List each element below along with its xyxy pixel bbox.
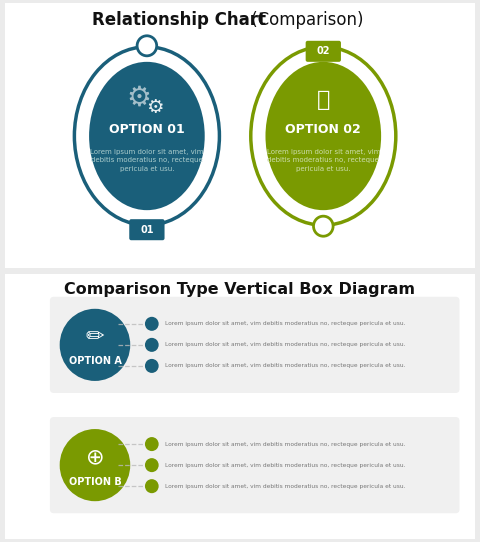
Text: 📄: 📄: [317, 90, 330, 110]
Text: Relationship Chart: Relationship Chart: [92, 11, 266, 29]
Circle shape: [145, 437, 159, 451]
Text: OPTION B: OPTION B: [69, 477, 121, 487]
Text: Lorem ipsum dolor sit amet, vim
debitis moderatius no, recteque
pericula et usu.: Lorem ipsum dolor sit amet, vim debitis …: [90, 149, 204, 172]
Circle shape: [145, 458, 159, 472]
Text: Lorem ipsum dolor sit amet, vim debitis moderatius no, recteque pericula et usu.: Lorem ipsum dolor sit amet, vim debitis …: [165, 343, 405, 347]
Ellipse shape: [265, 62, 381, 210]
Circle shape: [60, 429, 130, 501]
FancyBboxPatch shape: [306, 41, 341, 62]
Circle shape: [145, 317, 159, 331]
FancyBboxPatch shape: [3, 1, 477, 270]
Text: Lorem ipsum dolor sit amet, vim debitis moderatius no, recteque pericula et usu.: Lorem ipsum dolor sit amet, vim debitis …: [165, 442, 405, 447]
Text: ⚙: ⚙: [146, 99, 164, 118]
Text: 02: 02: [316, 46, 330, 56]
Text: OPTION A: OPTION A: [69, 356, 121, 366]
FancyBboxPatch shape: [3, 272, 477, 541]
Text: ⚙: ⚙: [127, 84, 152, 112]
Text: ✏: ✏: [85, 327, 104, 347]
FancyBboxPatch shape: [50, 297, 459, 393]
Circle shape: [145, 338, 159, 352]
Text: ⊕: ⊕: [85, 447, 104, 467]
Circle shape: [137, 36, 156, 56]
Text: Lorem ipsum dolor sit amet, vim
debitis moderatius no, recteque
pericula et usu.: Lorem ipsum dolor sit amet, vim debitis …: [266, 149, 380, 172]
FancyBboxPatch shape: [129, 219, 165, 240]
Ellipse shape: [89, 62, 204, 210]
Text: Lorem ipsum dolor sit amet, vim debitis moderatius no, recteque pericula et usu.: Lorem ipsum dolor sit amet, vim debitis …: [165, 483, 405, 489]
Circle shape: [145, 479, 159, 493]
Circle shape: [313, 216, 333, 236]
Circle shape: [145, 359, 159, 373]
Text: Lorem ipsum dolor sit amet, vim debitis moderatius no, recteque pericula et usu.: Lorem ipsum dolor sit amet, vim debitis …: [165, 463, 405, 468]
Text: Lorem ipsum dolor sit amet, vim debitis moderatius no, recteque pericula et usu.: Lorem ipsum dolor sit amet, vim debitis …: [165, 321, 405, 326]
Text: (Comparison): (Comparison): [246, 11, 363, 29]
Text: Lorem ipsum dolor sit amet, vim debitis moderatius no, recteque pericula et usu.: Lorem ipsum dolor sit amet, vim debitis …: [165, 364, 405, 369]
Text: OPTION 01: OPTION 01: [109, 124, 185, 137]
Text: Comparison Type Vertical Box Diagram: Comparison Type Vertical Box Diagram: [64, 282, 416, 297]
FancyBboxPatch shape: [50, 417, 459, 513]
Text: 01: 01: [140, 225, 154, 235]
Circle shape: [60, 309, 130, 381]
Text: OPTION 02: OPTION 02: [286, 124, 361, 137]
